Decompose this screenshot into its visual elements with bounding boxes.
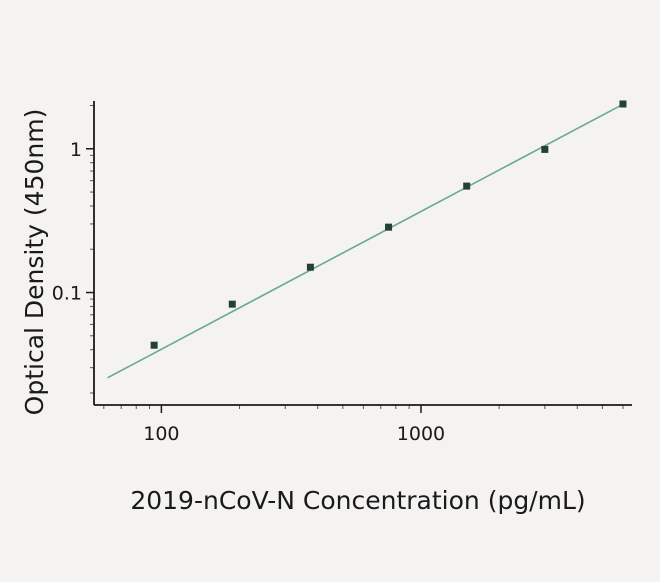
y-axis-title: Optical Density (450nm) bbox=[20, 109, 49, 416]
data-point bbox=[228, 300, 236, 308]
data-point bbox=[541, 145, 549, 153]
y-tick-label: 1 bbox=[70, 139, 82, 161]
y-tick-label: 0.1 bbox=[52, 283, 82, 305]
data-point bbox=[385, 223, 393, 231]
major-ticks bbox=[86, 148, 422, 413]
x-tick-label: 100 bbox=[143, 423, 179, 445]
data-point bbox=[463, 182, 471, 190]
tick-labels: 100 1000 0.1 1 bbox=[52, 139, 445, 445]
data-point bbox=[150, 341, 158, 349]
x-axis-title: 2019-nCoV-N Concentration (pg/mL) bbox=[130, 486, 585, 515]
data-point bbox=[619, 100, 627, 108]
data-points bbox=[150, 100, 627, 349]
data-point bbox=[306, 263, 314, 271]
fit-line bbox=[107, 103, 624, 379]
x-tick-label: 1000 bbox=[397, 423, 445, 445]
